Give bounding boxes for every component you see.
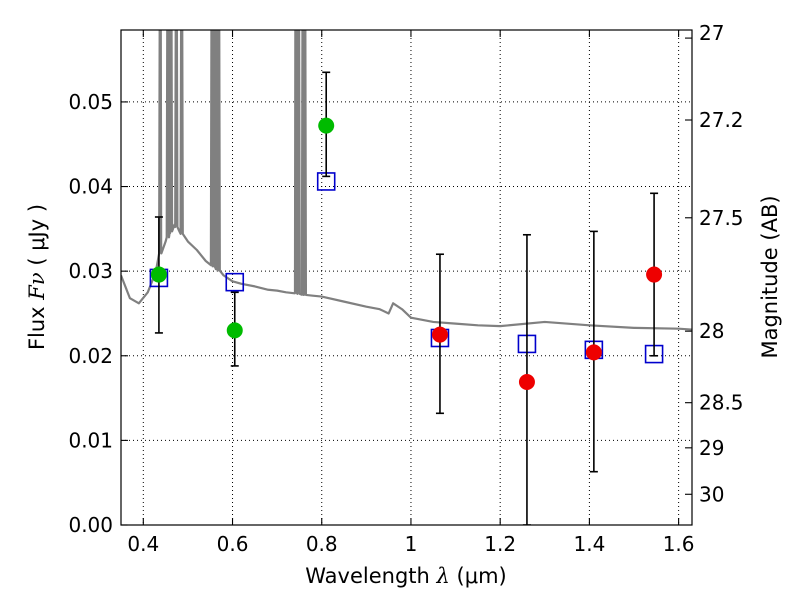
model-photometry-square [225,272,245,292]
x-axis-unit: (μm) [457,564,507,588]
y2-axis-title: Magnitude (AB) [758,195,782,358]
y2-tick-label: 30 [699,482,724,506]
y-tick-label: 0.04 [68,175,113,199]
nir-data-point [431,326,448,343]
x-tick-label: 1 [405,532,418,556]
x-tick-label: 1.4 [573,532,605,556]
x-axis-symbol: λ [436,564,450,588]
plot-frame [120,29,693,526]
y2-tick-label: 28 [699,319,724,343]
x-axis-title: Wavelength λ (μm) [305,564,506,588]
optical-data-point [318,117,335,134]
x-tick-label: 0.4 [127,532,159,556]
grid-lines [121,30,692,526]
optical-data-point [226,322,243,339]
y2-tick-label: 27.2 [699,108,744,132]
x-axis-label: Wavelength [305,564,430,588]
y-tick-label: 0.02 [68,344,113,368]
y2-tick-label: 28.5 [699,391,744,415]
y-tick-label: 0.01 [68,428,113,452]
y-tick-label: 0.00 [68,513,113,537]
nir-data-point [518,374,535,390]
y-axis-title: Flux Fν ( μJy ) [25,204,49,350]
nir-data-point [585,344,602,361]
y-tick-label: 0.05 [68,90,113,114]
plot-area [121,30,692,525]
y2-tick-label: 27 [699,21,724,45]
y-axis-unit: ( μJy ) [25,204,49,266]
x-tick-label: 0.8 [306,532,338,556]
y-tick-label: 0.03 [68,259,113,283]
model-sed-line [121,30,692,331]
y2-tick-label: 29 [699,436,724,460]
axes: 0.4 0.6 0.8 1 1.2 1.4 1.6 0.00 0.01 0.02 0.03 0.04 0… [68,21,743,556]
nir-data-point [646,266,663,283]
optical-data-point [150,266,167,283]
y-axis-label: Flux [25,306,49,350]
x-tick-label: 1.2 [484,532,516,556]
x-tick-label: 0.6 [217,532,249,556]
y-axis-symbol: Fν [25,272,49,301]
y2-tick-label: 27.5 [699,206,744,230]
x-tick-label: 1.6 [663,532,695,556]
